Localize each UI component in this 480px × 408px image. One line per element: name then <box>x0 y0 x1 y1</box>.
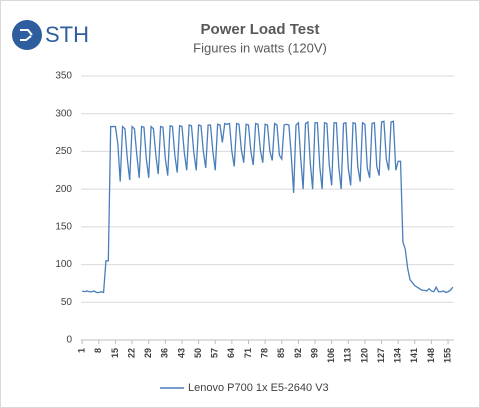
x-tick-label: 50 <box>193 348 203 358</box>
y-tick-label: 250 <box>55 146 72 157</box>
x-tick-label: 120 <box>359 348 369 363</box>
x-tick-label: 15 <box>110 348 120 358</box>
x-tick-label: 43 <box>176 348 186 358</box>
x-tick-label: 99 <box>309 348 319 358</box>
logo-text: STH <box>45 22 89 47</box>
y-tick-label: 0 <box>66 335 72 346</box>
x-tick-label: 141 <box>409 348 419 363</box>
chart-subtitle: Figures in watts (120V) <box>193 40 327 55</box>
x-tick-label: 106 <box>326 348 336 363</box>
x-tick-label: 36 <box>160 348 170 358</box>
x-tick-label: 78 <box>259 348 269 358</box>
x-tick-label: 92 <box>293 348 303 358</box>
x-tick-label: 29 <box>143 348 153 358</box>
y-tick-label: 200 <box>55 184 72 195</box>
y-tick-label: 50 <box>61 297 73 308</box>
y-tick-label: 300 <box>55 108 72 119</box>
y-tick-label: 350 <box>55 71 72 82</box>
x-tick-label: 127 <box>376 348 386 363</box>
x-tick-label: 148 <box>426 348 436 363</box>
x-tick-label: 134 <box>393 348 403 363</box>
logo-circle <box>12 20 42 50</box>
line-series <box>81 120 454 294</box>
logo-icon <box>20 29 33 41</box>
chart-title: Power Load Test <box>201 21 320 38</box>
x-tick-label: 71 <box>243 348 253 358</box>
x-tick-label: 22 <box>126 348 136 358</box>
x-tick-label: 85 <box>276 348 286 358</box>
x-tick-label: 64 <box>226 348 236 358</box>
x-tick-label: 1 <box>77 348 87 353</box>
x-tick-label: 8 <box>93 348 103 353</box>
legend-label: Lenovo P700 1x E5-2640 V3 <box>188 382 329 394</box>
x-tick-label: 57 <box>210 348 220 358</box>
x-tick-label: 155 <box>442 348 452 363</box>
y-tick-label: 150 <box>55 221 72 232</box>
logo: STH <box>12 20 89 50</box>
x-tick-label: 113 <box>343 348 353 363</box>
y-tick-label: 100 <box>55 259 72 270</box>
